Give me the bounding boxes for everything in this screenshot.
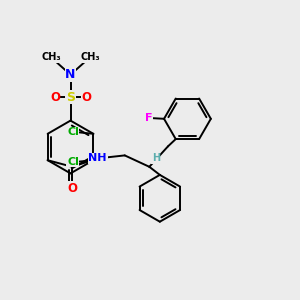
Text: O: O xyxy=(81,91,91,104)
Text: S: S xyxy=(66,91,75,104)
Text: Cl: Cl xyxy=(67,127,79,137)
Text: Cl: Cl xyxy=(67,157,79,167)
Text: CH₃: CH₃ xyxy=(80,52,100,62)
Text: H: H xyxy=(152,153,160,164)
Text: F: F xyxy=(145,113,152,123)
Text: N: N xyxy=(65,68,76,81)
Text: O: O xyxy=(50,91,60,104)
Text: CH₃: CH₃ xyxy=(41,52,61,62)
Text: O: O xyxy=(67,182,77,195)
Text: NH: NH xyxy=(88,153,107,164)
